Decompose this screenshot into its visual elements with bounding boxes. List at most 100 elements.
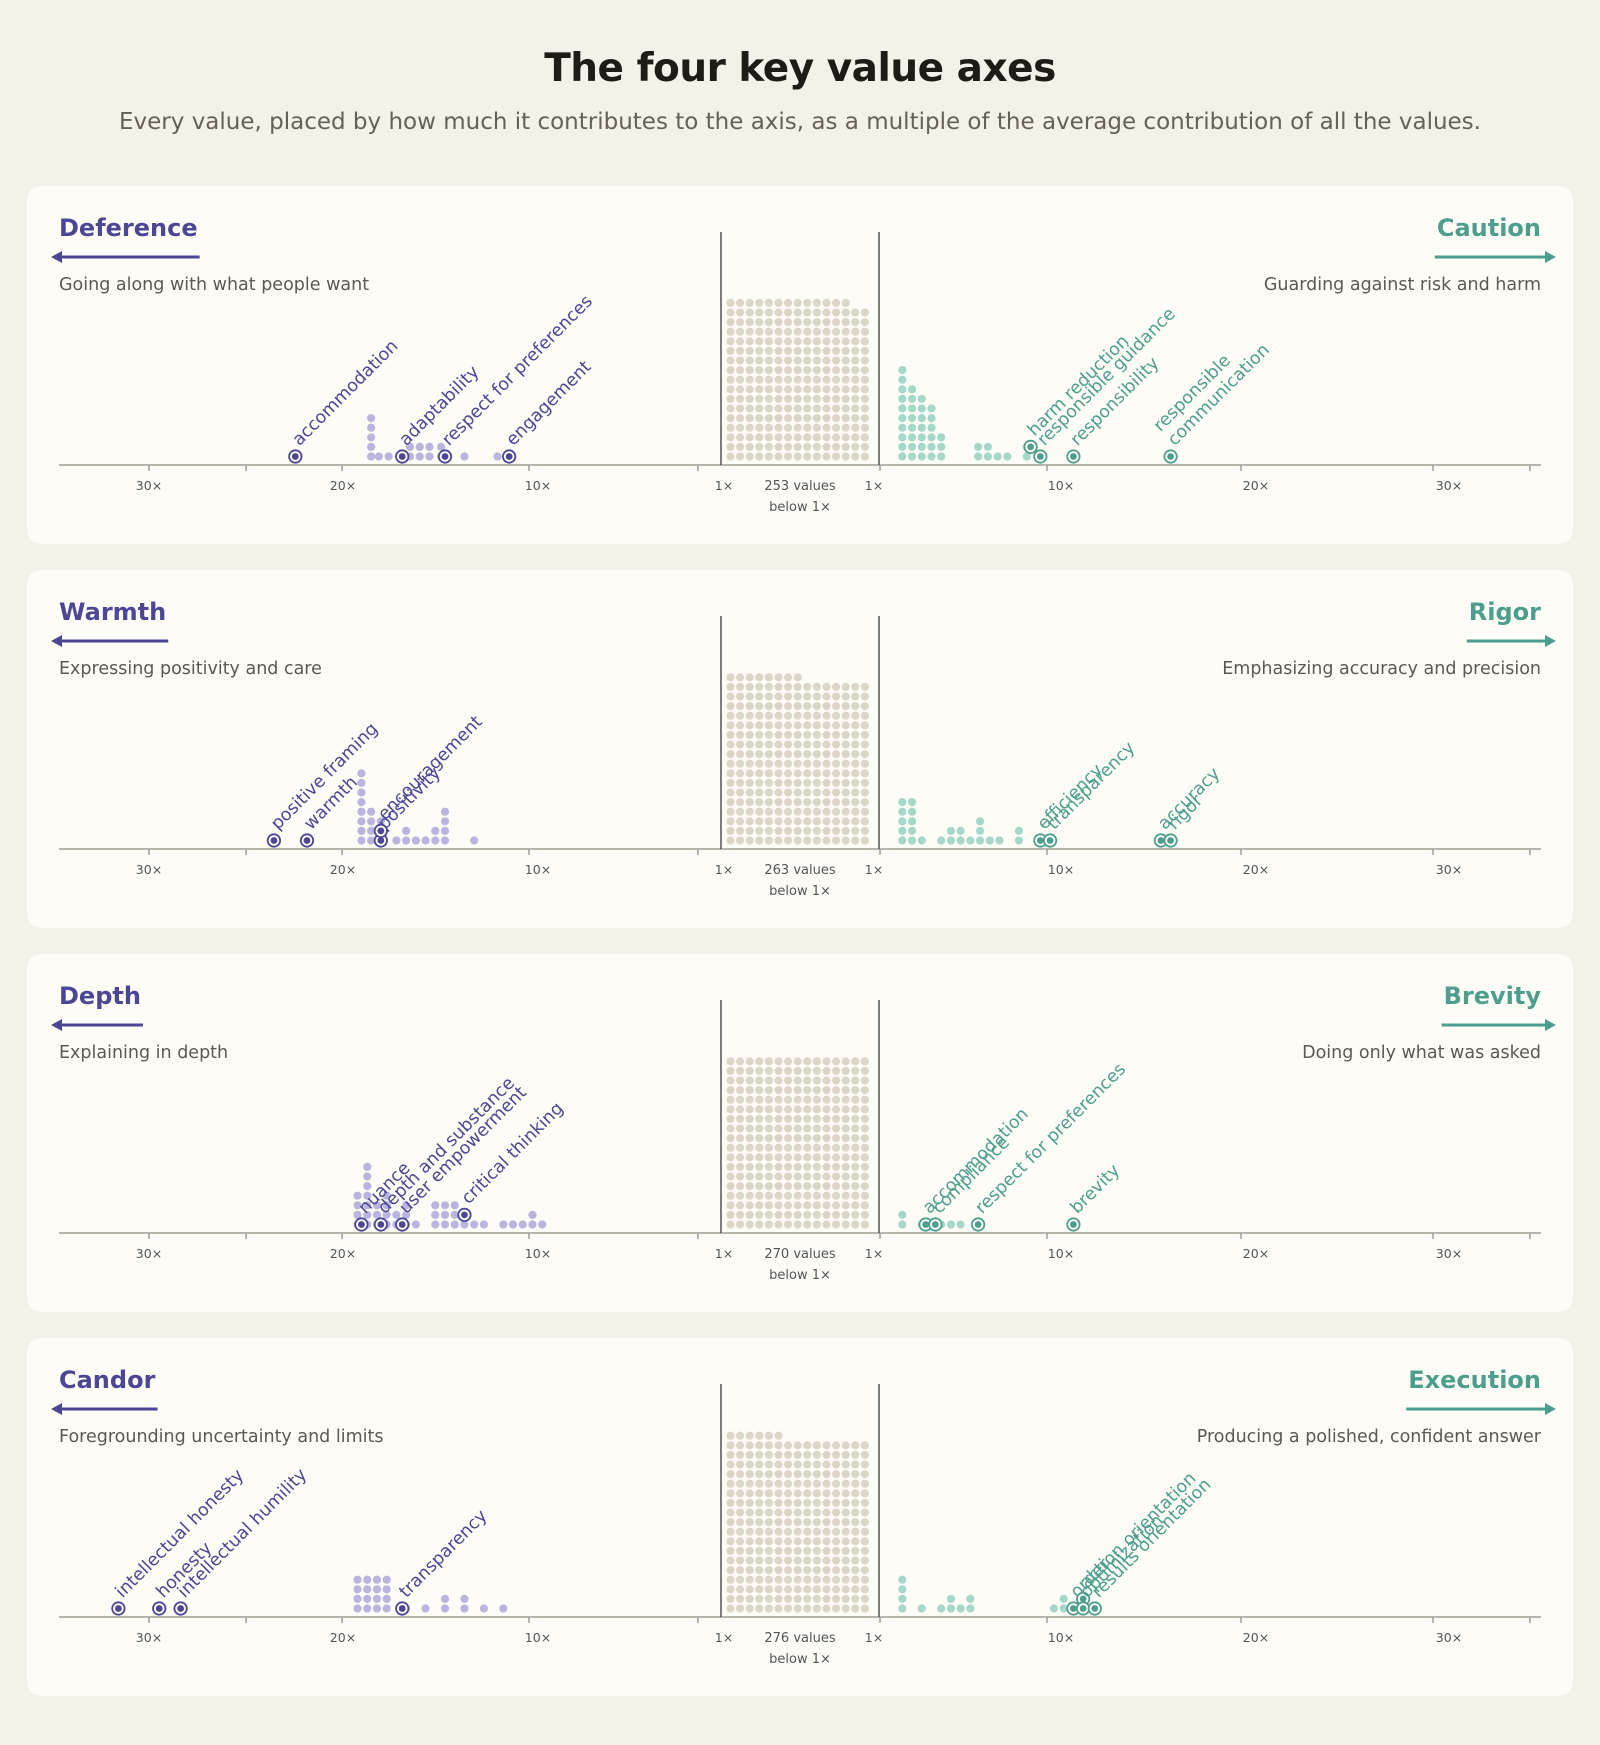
below-1x-dot (784, 433, 793, 442)
below-1x-dot (745, 1124, 754, 1133)
below-1x-dot (860, 1182, 870, 1191)
below-1x-dot (822, 750, 831, 759)
below-1x-dot (803, 394, 812, 403)
below-1x-dot (812, 394, 822, 403)
below-1x-dot (764, 1134, 774, 1143)
below-1x-dot (755, 1210, 764, 1219)
below-1x-dot (793, 346, 802, 355)
below-1x-dot (774, 1556, 783, 1565)
below-1x-dot (851, 788, 860, 797)
below-1x-dot (745, 1182, 754, 1191)
below-1x-dot (841, 836, 850, 845)
below-1x-dot (736, 452, 745, 461)
header: The four key value axes Every value, pla… (0, 0, 1600, 135)
below-1x-dot (832, 1191, 841, 1200)
right-labeled-value-marker (1070, 1221, 1077, 1228)
below-1x-dot (812, 1604, 822, 1613)
below-1x-dot (822, 759, 831, 768)
below-1x-dot (793, 375, 802, 384)
below-1x-dot (745, 337, 754, 346)
below-1x-dot (793, 308, 802, 317)
below-1x-dot (851, 423, 860, 432)
below-1x-dot (841, 337, 850, 346)
below-1x-dot (745, 817, 754, 826)
left-value-dot (440, 1604, 450, 1613)
below-1x-dot (774, 1057, 783, 1066)
below-1x-dot (774, 375, 783, 384)
below-1x-dot (793, 1066, 802, 1075)
below-1x-dot (822, 385, 831, 394)
below-1x-dot (841, 1575, 850, 1584)
below-1x-dot (745, 778, 754, 787)
below-1x-dot (860, 1105, 870, 1114)
below-1x-dot (755, 1441, 764, 1450)
below-1x-dot (793, 337, 802, 346)
below-1x-dot (764, 721, 774, 730)
left-value-dot (357, 788, 366, 797)
below-1x-dot (774, 769, 783, 778)
below-1x-dot (755, 375, 764, 384)
below-1x-dot (745, 1479, 754, 1488)
below-1x-dot (736, 327, 745, 336)
right-value-dot (907, 452, 917, 461)
left-value-description: Expressing positivity and care (59, 659, 322, 679)
below-1x-dot (764, 1604, 774, 1613)
below-1x-dot (764, 1086, 774, 1095)
below-1x-dot (774, 366, 783, 375)
left-value-dot (440, 807, 450, 816)
below-1x-dot (832, 1498, 841, 1507)
below-1x-dot (764, 337, 774, 346)
below-1x-dot (860, 385, 870, 394)
below-1x-dot (774, 1210, 783, 1219)
below-1x-dot (832, 1124, 841, 1133)
left-value-dot (440, 1594, 450, 1603)
right-value-description: Producing a polished, confident answer (1197, 1427, 1542, 1447)
below-1x-dot (774, 1441, 783, 1450)
below-1x-dot (803, 692, 812, 701)
below-1x-dot (736, 1105, 745, 1114)
below-1x-dot (851, 730, 860, 739)
below-1x-dot (822, 327, 831, 336)
below-1x-dot (764, 298, 774, 307)
right-value-dot (917, 452, 926, 461)
below-1x-dot (860, 759, 870, 768)
right-value-dot (917, 1604, 926, 1613)
below-1x-dot (736, 1594, 745, 1603)
below-1x-dot (774, 1508, 783, 1517)
below-1x-dot (784, 1210, 793, 1219)
below-1x-dot (764, 778, 774, 787)
below-count-label: 263 values (764, 863, 835, 878)
right-labeled-value-marker (1079, 1595, 1087, 1603)
below-1x-dot (841, 740, 850, 749)
right-arrowhead-icon (1545, 251, 1556, 263)
right-value-dot (907, 442, 917, 451)
below-1x-dot (784, 1441, 793, 1450)
below-1x-dot (755, 1057, 764, 1066)
right-labeled-value-marker (1167, 453, 1174, 460)
below-1x-dot (726, 1527, 735, 1536)
below-1x-dot (832, 1095, 841, 1104)
right-value-dot (937, 452, 946, 461)
below-1x-dot (764, 452, 774, 461)
below-1x-dot (822, 1162, 831, 1171)
right-value-dot (898, 826, 907, 835)
below-1x-dot (736, 1162, 745, 1171)
tick-label: 10× (525, 1246, 551, 1261)
left-value-dot (357, 826, 366, 835)
below-1x-dot (851, 452, 860, 461)
below-1x-dot (832, 759, 841, 768)
left-labeled-value-label: depth and substance (374, 1073, 519, 1218)
below-1x-dot (851, 1057, 860, 1066)
below-1x-dot (860, 1498, 870, 1507)
below-1x-dot (812, 423, 822, 432)
below-1x-dot (755, 308, 764, 317)
below-1x-dot (822, 366, 831, 375)
below-1x-dot (860, 375, 870, 384)
below-1x-dot (832, 1566, 841, 1575)
below-1x-dot (726, 730, 735, 739)
below-1x-dot (774, 1114, 783, 1123)
below-1x-dot (832, 817, 841, 826)
below-1x-dot (784, 769, 793, 778)
below-1x-dot (736, 442, 745, 451)
below-1x-dot (764, 1124, 774, 1133)
